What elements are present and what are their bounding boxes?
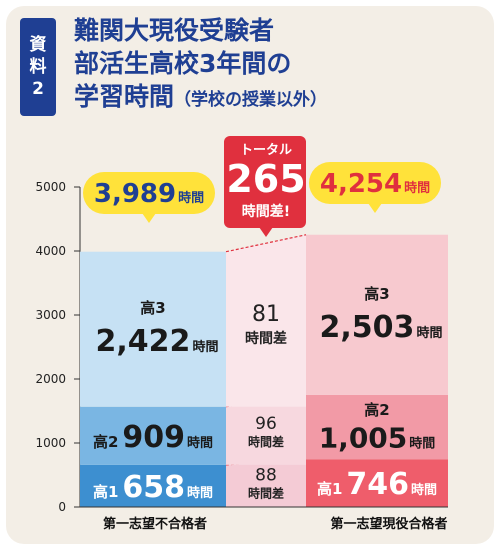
title-line-3-main: 学習時間 xyxy=(74,82,175,111)
series-name-label: 高2 xyxy=(93,433,118,451)
difference-unit: 時間差 xyxy=(248,434,284,449)
total-difference-top: トータル xyxy=(240,143,292,158)
data-label: 746 xyxy=(346,467,409,502)
total-callout-left: 3,989 時間 xyxy=(94,179,204,209)
material-label-char-2: 料 xyxy=(29,57,47,77)
segment-label: 2,422 時間 xyxy=(96,324,219,359)
segment-label: 1,005 時間 xyxy=(319,421,436,454)
x-category-label: 第一志望現役合格者 xyxy=(330,516,447,532)
difference-value: 88 xyxy=(255,466,277,486)
bar-segment xyxy=(306,459,448,507)
unit-label: 時間 xyxy=(411,482,437,498)
y-tick-label: 5000 xyxy=(35,180,66,194)
difference-band xyxy=(226,459,306,507)
y-tick-label: 2000 xyxy=(35,372,66,386)
segment-label: 2,503 時間 xyxy=(320,310,443,345)
data-label: 2,503 xyxy=(320,310,415,345)
segment-label: 高1 746 時間 xyxy=(317,467,437,502)
bar-segment xyxy=(80,251,226,407)
segment-label: 高2 909 時間 xyxy=(93,420,213,455)
total-difference-bottom: 時間差! xyxy=(242,203,290,220)
difference-value: 96 xyxy=(255,414,277,434)
total-difference-value: 265 xyxy=(226,157,305,201)
bar-segment xyxy=(306,394,448,460)
total-difference-badge xyxy=(224,136,306,228)
difference-band xyxy=(226,394,306,465)
total-callout-right-pointer xyxy=(368,203,382,213)
y-tick-label: 0 xyxy=(58,500,66,514)
title-line-3: 学習時間（学校の授業以外） xyxy=(74,80,474,117)
title-line-1: 難関大現役受験者 xyxy=(74,16,275,45)
total-unit: 時間 xyxy=(404,180,430,196)
x-category-label: 第一志望不合格者 xyxy=(103,516,207,532)
difference-value: 81 xyxy=(252,302,280,327)
difference-band xyxy=(226,234,306,407)
unit-label: 時間 xyxy=(409,435,435,451)
material-label-number: 2 xyxy=(32,79,44,99)
data-label: 909 xyxy=(122,420,185,455)
series-name-label: 高1 xyxy=(93,483,118,501)
y-tick-label: 3000 xyxy=(35,308,66,322)
title-subtitle: （学校の授業以外） xyxy=(174,90,328,110)
total-value: 3,989 xyxy=(94,179,176,209)
y-tick-label: 1000 xyxy=(35,436,66,450)
series-name-label: 高2 xyxy=(364,401,389,419)
series-name-label: 高3 xyxy=(140,299,165,317)
title-line-2: 部活生高校3年間の xyxy=(74,49,292,78)
total-unit: 時間 xyxy=(178,190,204,206)
unit-label: 時間 xyxy=(187,485,213,501)
difference-unit: 時間差 xyxy=(248,486,284,501)
data-label: 658 xyxy=(122,470,185,505)
total-callout-left-pointer xyxy=(142,213,156,223)
total-difference-pointer xyxy=(259,227,273,237)
material-label: 資 料 2 xyxy=(20,18,56,116)
bar-segment xyxy=(80,464,226,507)
series-name-label: 高1 xyxy=(317,480,342,498)
unit-label: 時間 xyxy=(192,339,218,355)
unit-label: 時間 xyxy=(187,435,213,451)
bar-segment xyxy=(306,234,448,395)
total-callout-left-bubble xyxy=(83,172,215,214)
difference-unit: 時間差 xyxy=(245,330,287,347)
chart-title: 難関大現役受験者 部活生高校3年間の 学習時間（学校の授業以外） xyxy=(74,14,474,117)
difference-divider xyxy=(225,234,307,253)
total-value: 4,254 xyxy=(320,169,402,199)
bar-segment xyxy=(80,406,226,465)
y-tick-label: 4000 xyxy=(35,244,66,258)
segment-label: 高1 658 時間 xyxy=(93,470,213,505)
material-label-char-1: 資 xyxy=(29,35,47,55)
data-label: 1,005 xyxy=(319,421,408,454)
unit-label: 時間 xyxy=(416,325,442,341)
series-name-label: 高3 xyxy=(364,285,389,303)
total-callout-right-bubble xyxy=(309,162,441,204)
total-callout-right: 4,254 時間 xyxy=(320,169,430,199)
data-label: 2,422 xyxy=(96,324,191,359)
